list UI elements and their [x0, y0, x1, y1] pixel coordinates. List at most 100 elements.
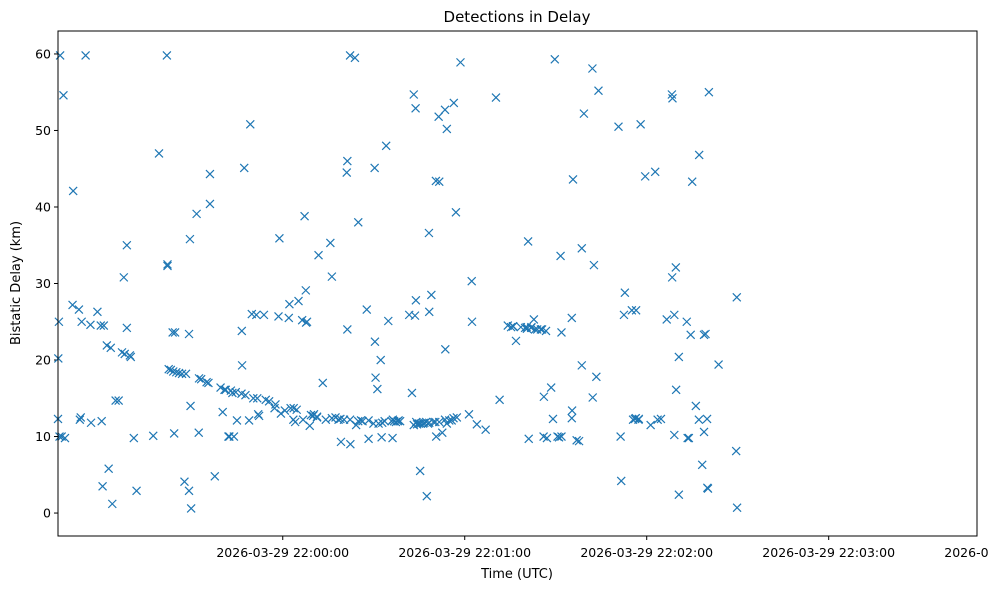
data-point [683, 433, 693, 443]
data-point [377, 418, 387, 428]
data-point [539, 392, 549, 402]
data-point [616, 432, 626, 441]
data-point [674, 352, 684, 362]
data-point [107, 499, 117, 509]
data-point [301, 285, 311, 295]
data-point [171, 367, 181, 377]
data-point [467, 276, 477, 286]
data-point [614, 122, 623, 132]
data-point [254, 411, 264, 421]
data-point [650, 167, 660, 177]
data-point [370, 163, 380, 173]
data-point [237, 326, 247, 336]
data-point [76, 412, 86, 422]
data-point [422, 491, 432, 501]
data-point [430, 417, 440, 427]
data-point [232, 416, 242, 425]
axis-ticks: 0 10 20 30 40 50 60 2026-03-29 22:00:00 2026-03-… [35, 46, 989, 560]
data-point [506, 322, 516, 332]
data-point [567, 413, 577, 423]
data-point [697, 460, 707, 470]
data-point [572, 435, 582, 445]
data-point [669, 430, 679, 440]
data-point [312, 412, 322, 422]
data-point [231, 387, 241, 397]
data-point [75, 415, 85, 425]
data-point [653, 415, 663, 425]
x-tick-label: 2026-03-29 22:03:00 [762, 545, 895, 560]
data-point [577, 243, 587, 253]
data-point [557, 432, 566, 441]
data-point [411, 295, 421, 305]
data-point [335, 414, 345, 424]
data-point [162, 51, 172, 60]
data-point [174, 368, 184, 378]
data-point [186, 401, 195, 411]
data-point [524, 434, 534, 444]
data-point [536, 324, 546, 334]
data-point [86, 320, 95, 330]
data-point [194, 373, 204, 383]
data-point [122, 240, 132, 250]
data-point [491, 93, 501, 102]
data-point [163, 261, 172, 271]
data-point [481, 425, 491, 435]
data-point [54, 317, 64, 327]
data-point [74, 305, 84, 314]
data-point [353, 416, 363, 426]
data-point [186, 504, 196, 513]
data-point [164, 364, 174, 374]
y-tick-label: 20 [35, 353, 51, 368]
data-point [342, 168, 352, 177]
data-point [96, 321, 106, 331]
data-point [377, 432, 387, 442]
x-tick-label: 2026-03-29 22:00:00 [216, 545, 349, 560]
data-point [302, 317, 312, 327]
data-point [345, 51, 355, 60]
data-point [248, 393, 258, 403]
data-point [588, 393, 598, 402]
data-point [731, 446, 741, 456]
data-point [589, 260, 599, 270]
data-point [374, 419, 384, 428]
data-point [732, 292, 742, 302]
data-point [239, 163, 249, 173]
y-tick-label: 60 [35, 46, 51, 61]
data-point [511, 336, 521, 346]
data-point [529, 315, 539, 324]
data-point [636, 119, 646, 129]
data-point [185, 234, 195, 244]
data-point [395, 416, 405, 426]
data-point [300, 211, 310, 221]
data-point [568, 175, 578, 184]
data-point [546, 383, 556, 392]
data-point [495, 395, 505, 405]
data-point [264, 396, 274, 406]
data-point [276, 409, 286, 419]
data-point [117, 347, 127, 357]
data-point [327, 413, 337, 423]
data-point [86, 418, 96, 428]
data-point [431, 432, 441, 441]
data-point [98, 481, 108, 491]
data-point [424, 307, 434, 317]
data-point [237, 360, 247, 370]
data-point [370, 337, 380, 347]
data-point [244, 416, 254, 425]
data-point [714, 360, 724, 370]
data-point [440, 105, 450, 115]
data-point [381, 141, 391, 151]
data-point [252, 393, 262, 403]
data-point [667, 272, 677, 282]
data-point [388, 433, 397, 443]
data-point [321, 415, 331, 425]
data-point [294, 296, 303, 306]
data-point [342, 324, 352, 334]
data-point [297, 315, 307, 325]
data-point [577, 360, 587, 370]
data-point [81, 51, 91, 60]
data-point [93, 307, 102, 317]
data-point [362, 305, 372, 314]
data-point [426, 290, 436, 300]
data-point [169, 429, 179, 438]
